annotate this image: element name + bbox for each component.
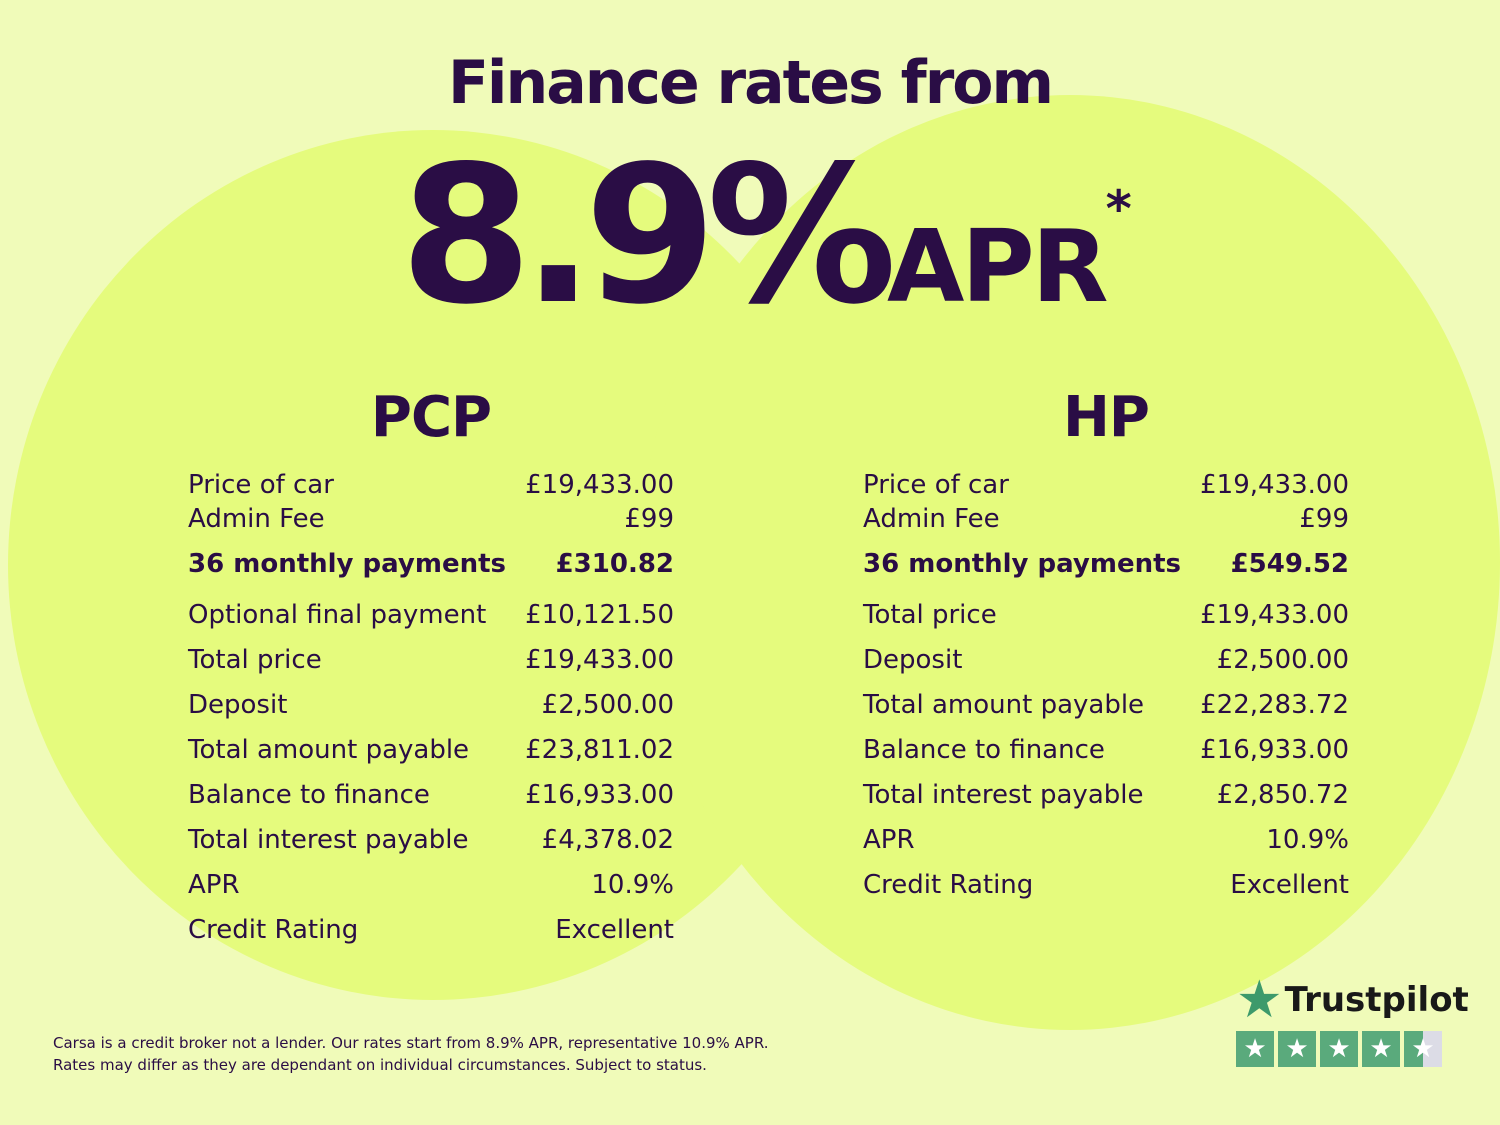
table-row: Admin Fee £99 [863, 502, 1349, 536]
table-row: Total price £19,433.00 [863, 592, 1349, 637]
row-value: £549.52 [1230, 549, 1349, 579]
row-value: £4,378.02 [541, 824, 674, 855]
row-value: £2,500.00 [1216, 644, 1349, 675]
rate-display: 8.9%APR* [400, 125, 1132, 346]
row-label: 36 monthly payments [188, 549, 506, 579]
row-label: Total interest payable [188, 824, 469, 855]
row-label: Credit Rating [188, 914, 359, 945]
row-value: £16,933.00 [525, 779, 674, 810]
table-row: Credit Rating Excellent [188, 907, 674, 952]
rate-value: 8.9% [400, 125, 897, 346]
row-value: £19,433.00 [1200, 599, 1349, 630]
row-label: Balance to finance [863, 734, 1105, 765]
table-row: Balance to finance £16,933.00 [188, 772, 674, 817]
table-row: Admin Fee £99 [188, 502, 674, 536]
row-label: Total amount payable [863, 689, 1145, 720]
row-label: Credit Rating [863, 869, 1034, 900]
row-label: Total price [863, 599, 997, 630]
table-row: Total price £19,433.00 [188, 637, 674, 682]
table-row: Deposit £2,500.00 [188, 682, 674, 727]
star-icon: ★ [1236, 1031, 1274, 1067]
row-value: £2,850.72 [1216, 779, 1349, 810]
table-row: Total interest payable £2,850.72 [863, 772, 1349, 817]
row-value: Excellent [555, 914, 674, 945]
row-value: £19,433.00 [525, 644, 674, 675]
row-value: £99 [1299, 504, 1349, 534]
trustpilot-label: Trustpilot [1284, 980, 1469, 1020]
row-value: £19,433.00 [1200, 470, 1349, 500]
row-value: £22,283.72 [1200, 689, 1349, 720]
row-label: Admin Fee [863, 504, 1000, 534]
row-label: Total price [188, 644, 322, 675]
row-value: £310.82 [555, 549, 674, 579]
row-label: APR [188, 869, 240, 900]
row-value: 10.9% [591, 869, 674, 900]
table-row: APR 10.9% [863, 817, 1349, 862]
star-icon: ★ [1320, 1031, 1358, 1067]
background-circle-right [640, 95, 1500, 1030]
hp-title: HP [1063, 385, 1150, 450]
row-value: £10,121.50 [525, 599, 674, 630]
disclaimer-line-2: Rates may differ as they are dependant o… [53, 1056, 707, 1074]
row-value: £99 [624, 504, 674, 534]
table-row: 36 monthly payments £310.82 [188, 536, 674, 592]
row-value: 10.9% [1266, 824, 1349, 855]
row-value: £2,500.00 [541, 689, 674, 720]
headline: Finance rates from [447, 48, 1054, 118]
row-label: Price of car [188, 470, 334, 500]
table-row: Price of car £19,433.00 [188, 468, 674, 502]
row-value: £23,811.02 [525, 734, 674, 765]
table-row: Credit Rating Excellent [863, 862, 1349, 907]
table-row: Total interest payable £4,378.02 [188, 817, 674, 862]
table-row: Total amount payable £22,283.72 [863, 682, 1349, 727]
rating-stars: ★ ★ ★ ★ ★ [1236, 1031, 1469, 1067]
disclaimer-line-1: Carsa is a credit broker not a lender. O… [53, 1034, 769, 1052]
apr-label: APR [886, 208, 1109, 325]
asterisk: * [1105, 180, 1132, 238]
disclaimer: Carsa is a credit broker not a lender. O… [53, 1032, 769, 1076]
row-label: Deposit [188, 689, 288, 720]
row-label: APR [863, 824, 915, 855]
hp-table: HP Price of car £19,433.00 Admin Fee £99 36 … [863, 385, 1349, 907]
table-row: Price of car £19,433.00 [863, 468, 1349, 502]
pcp-table: PCP Price of car £19,433.00 Admin Fee £99 36… [188, 385, 674, 952]
row-label: Total amount payable [188, 734, 470, 765]
row-label: Admin Fee [188, 504, 325, 534]
trustpilot-badge[interactable]: ★ Trustpilot ★ ★ ★ ★ ★ [1236, 970, 1469, 1067]
half-star-icon: ★ [1404, 1031, 1442, 1067]
row-label: Price of car [863, 470, 1009, 500]
table-row: 36 monthly payments £549.52 [863, 536, 1349, 592]
row-value: £16,933.00 [1200, 734, 1349, 765]
row-label: Balance to finance [188, 779, 430, 810]
row-label: Deposit [863, 644, 963, 675]
trustpilot-star-icon: ★ [1236, 970, 1283, 1030]
row-label: Total interest payable [863, 779, 1144, 810]
table-row: APR 10.9% [188, 862, 674, 907]
row-value: £19,433.00 [525, 470, 674, 500]
star-icon: ★ [1362, 1031, 1400, 1067]
row-label: Optional final payment [188, 599, 487, 630]
pcp-title: PCP [370, 385, 492, 450]
table-row: Total amount payable £23,811.02 [188, 727, 674, 772]
row-label: 36 monthly payments [863, 549, 1181, 579]
table-row: Balance to finance £16,933.00 [863, 727, 1349, 772]
star-icon: ★ [1278, 1031, 1316, 1067]
table-row: Deposit £2,500.00 [863, 637, 1349, 682]
table-row: Optional final payment £10,121.50 [188, 592, 674, 637]
row-value: Excellent [1230, 869, 1349, 900]
